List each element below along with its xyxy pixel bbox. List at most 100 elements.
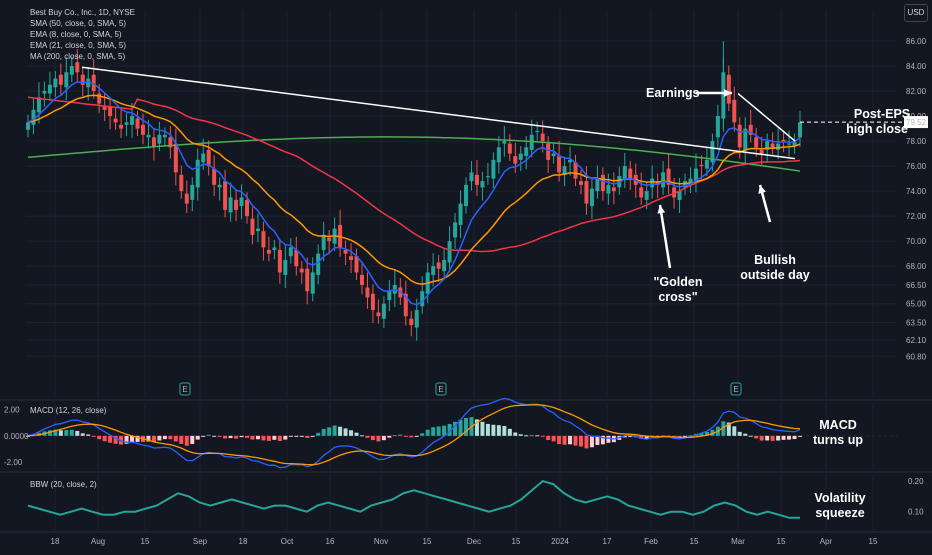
currency-button[interactable]: USD — [904, 4, 928, 22]
macd-histogram-bar — [737, 431, 742, 436]
volatility-annotation-line1: Volatility — [814, 491, 865, 505]
macd-histogram-bar — [91, 435, 96, 437]
candle-body — [513, 156, 518, 164]
candle-body — [305, 268, 310, 292]
macd-histogram-bar — [546, 435, 551, 441]
candle-body — [376, 312, 381, 317]
macd-histogram-bar — [212, 435, 217, 437]
macd-histogram-bar — [26, 435, 30, 437]
candle-body — [639, 187, 644, 198]
candle-body — [661, 172, 666, 188]
indicator-legend-item[interactable]: EMA (8, close, 0, SMA, 5) — [30, 30, 122, 39]
bbw-line — [27, 479, 800, 519]
macd-histogram-bar — [305, 435, 310, 438]
time-axis-tick: Dec — [467, 537, 481, 546]
candle-body — [86, 78, 91, 88]
candle-body — [266, 249, 271, 254]
time-axis-tick: 16 — [326, 537, 335, 546]
macd-histogram-bar — [464, 417, 469, 436]
golden-cross-annotation-line1: "Golden — [654, 275, 703, 289]
candle-body — [442, 259, 447, 272]
macd-histogram-bar — [124, 435, 129, 444]
macd-histogram-bar — [190, 435, 195, 444]
macd-histogram-bar — [370, 435, 375, 441]
candle-body — [190, 184, 195, 200]
indicator-legend-item[interactable]: MA (200, close, 0, SMA, 5) — [30, 52, 125, 61]
macd-histogram-bar — [157, 435, 162, 441]
candle-body — [387, 291, 392, 300]
price-axis-tick: 65.00 — [906, 300, 927, 309]
macd-histogram-bar — [102, 435, 107, 442]
candle-body — [666, 168, 671, 185]
candle-body — [737, 124, 742, 148]
time-axis-tick: 2024 — [551, 537, 569, 546]
macd-histogram-bar — [409, 435, 414, 438]
macd-histogram-bar — [354, 432, 359, 436]
time-axis-tick: Sep — [193, 537, 208, 546]
macd-histogram-bar — [97, 435, 102, 440]
macd-histogram-bar — [338, 426, 343, 436]
candle-body — [91, 74, 96, 92]
candle-body — [255, 228, 260, 232]
macd-histogram-bar — [606, 435, 611, 443]
macd-histogram-bar — [770, 435, 775, 441]
candle-body — [250, 218, 255, 235]
candle-body — [26, 122, 30, 130]
candle-body — [36, 97, 41, 113]
macd-histogram-bar — [80, 433, 85, 436]
macd-histogram-bar — [431, 427, 436, 436]
macd-histogram-bar — [387, 435, 392, 438]
candle-body — [650, 178, 655, 188]
candle-body — [551, 153, 556, 157]
macd-histogram-bar — [327, 427, 332, 436]
time-axis-tick: 18 — [51, 537, 60, 546]
macd-axis-tick: 2.00 — [4, 406, 20, 415]
ma200-line — [27, 136, 801, 172]
macd-histogram-bar — [688, 435, 693, 437]
macd-histogram-bar — [759, 435, 764, 441]
macd-histogram-bar — [485, 423, 490, 436]
candle-body — [578, 181, 583, 185]
macd-histogram-bar — [365, 435, 370, 438]
signal-line — [27, 404, 801, 466]
macd-histogram-bar — [272, 435, 277, 440]
candle-body — [491, 159, 496, 179]
candle-body — [228, 197, 233, 213]
macd-histogram-bar — [776, 435, 781, 441]
candle-body — [693, 168, 698, 182]
candle-body — [469, 172, 474, 182]
earnings-marker[interactable] — [179, 382, 191, 396]
candle-body — [162, 134, 167, 138]
macd-histogram-bar — [507, 428, 512, 436]
trendline-short[interactable] — [737, 92, 796, 142]
candle-body — [524, 147, 529, 157]
macd-histogram-bar — [453, 421, 458, 436]
earnings-marker[interactable] — [730, 382, 742, 396]
indicator-legend-item[interactable]: SMA (50, close, 0, SMA, 5) — [30, 19, 126, 28]
candle-body — [343, 249, 348, 254]
candle-body — [359, 274, 364, 285]
macd-histogram-bar — [299, 435, 304, 437]
candle-body — [184, 193, 189, 204]
macd-histogram-bar — [250, 435, 255, 440]
candle-body — [130, 116, 135, 125]
macd-histogram-bar — [392, 435, 397, 437]
candle-body — [206, 149, 211, 167]
price-axis-tick: 66.50 — [906, 281, 927, 290]
trendline-downtrend[interactable] — [81, 66, 796, 160]
macd-histogram-bar — [245, 435, 250, 438]
candle-body — [754, 137, 759, 148]
price-axis-tick: 72.00 — [906, 212, 927, 221]
macd-histogram-bar — [321, 428, 326, 436]
earnings-marker[interactable] — [435, 382, 447, 396]
indicator-legend-item[interactable]: EMA (21, close, 0, SMA, 5) — [30, 41, 126, 50]
candle-body — [354, 256, 359, 273]
macd-histogram-bar — [343, 428, 348, 436]
candle-body — [600, 174, 605, 192]
candle-body — [502, 141, 507, 144]
macd-histogram-bar — [491, 424, 496, 436]
time-axis-tick: 15 — [777, 537, 786, 546]
candle-body — [688, 178, 693, 184]
